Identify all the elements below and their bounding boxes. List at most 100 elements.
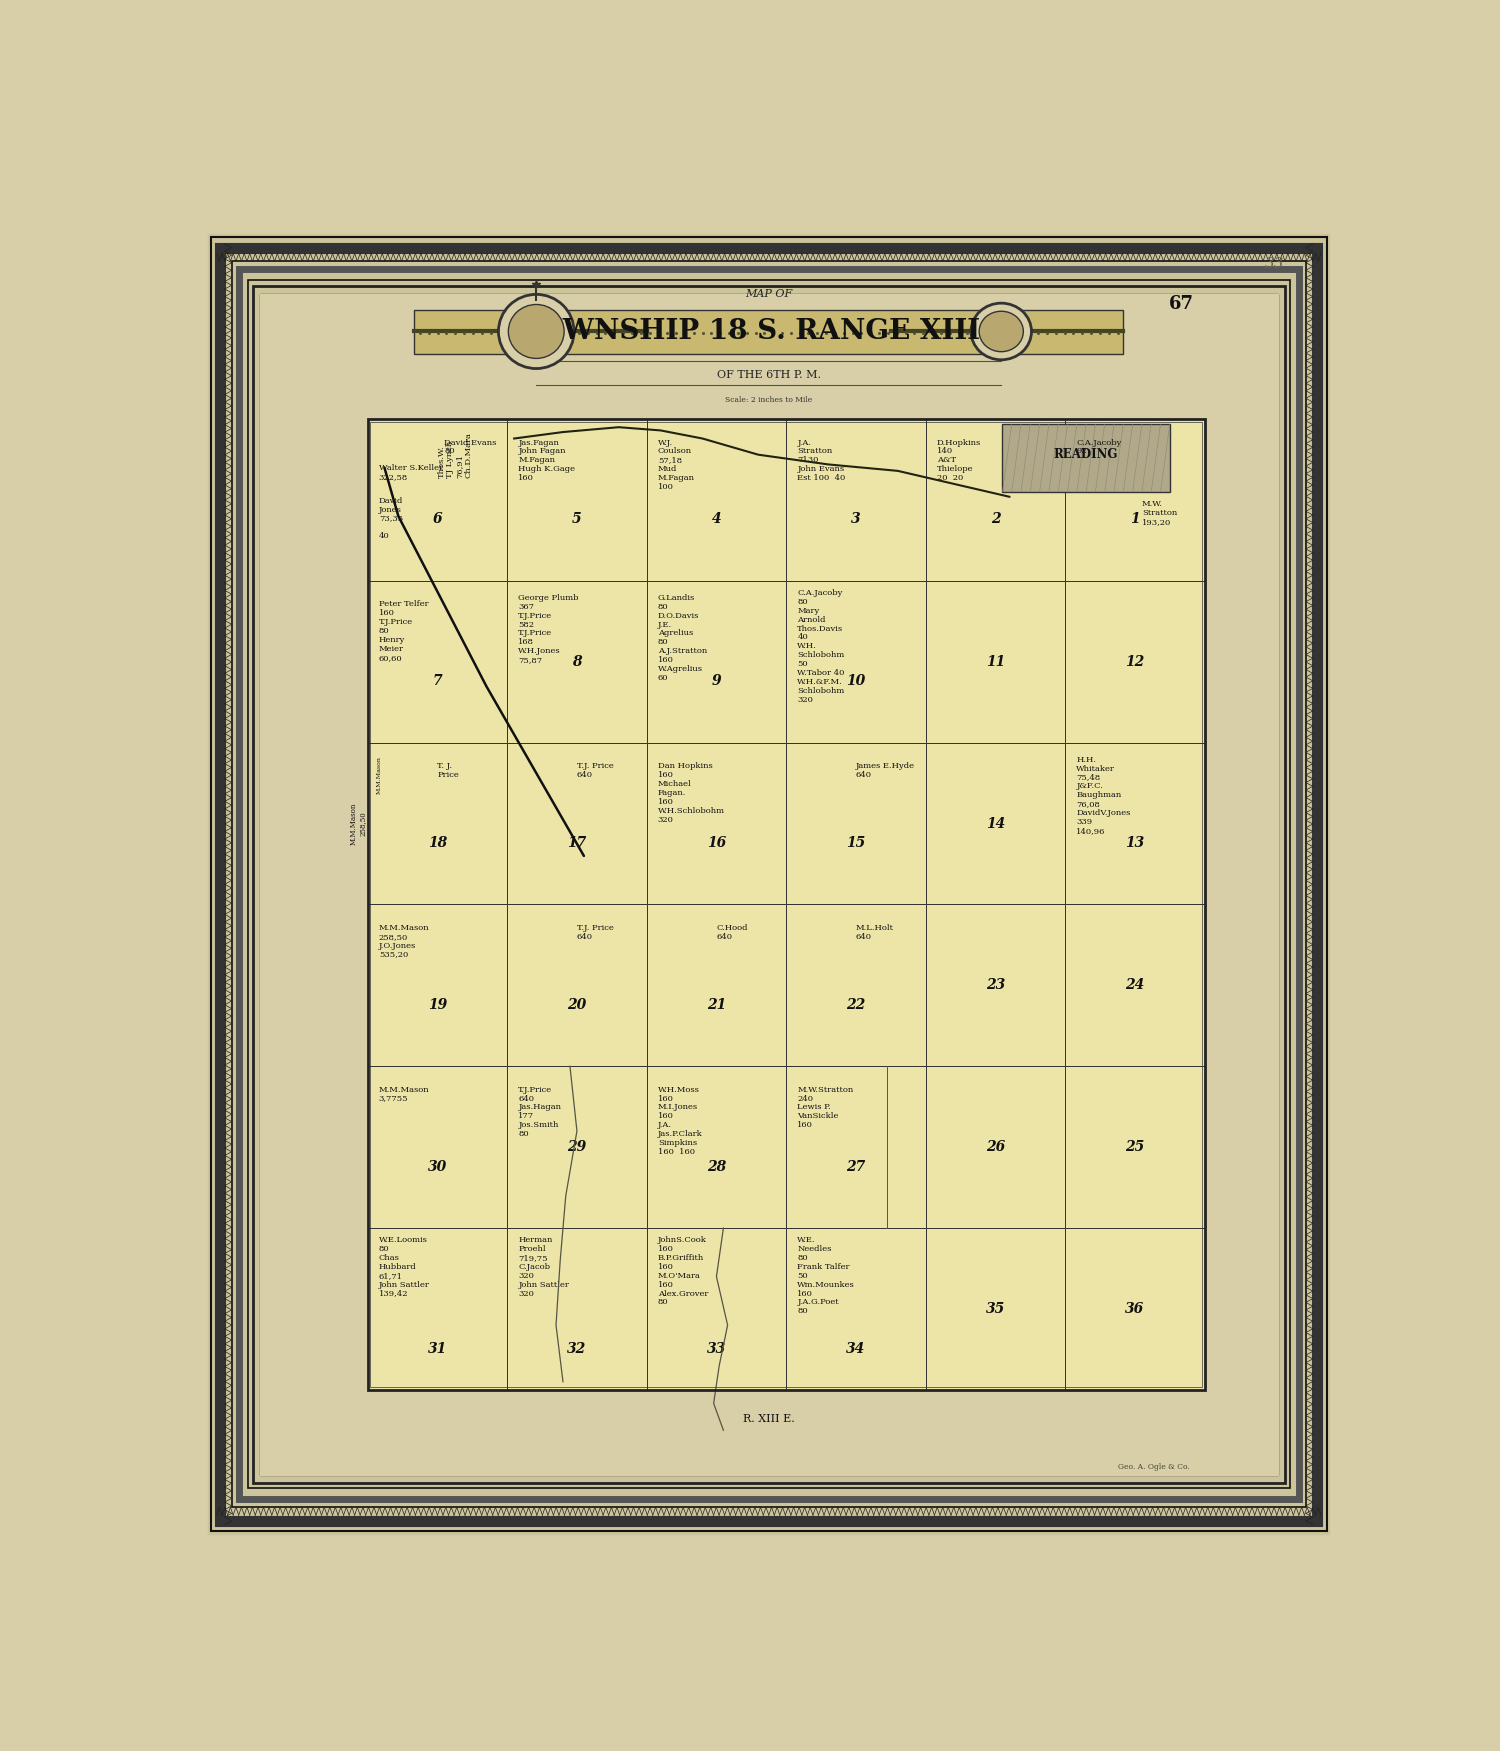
Bar	[507, 905, 646, 1066]
Text: T.J. Price
640: T.J. Price 640	[578, 925, 614, 940]
Bar	[507, 742, 646, 905]
Text: Peter Telfer
160
T.J.Price
80
Henry
Meier
60,60: Peter Telfer 160 T.J.Price 80 Henry Meie…	[380, 601, 429, 662]
Bar	[248, 280, 1290, 1488]
Text: G.Landis
80
D.O.Davis
J.E.
Agrelius
80
A.J.Stratton
160
W.Agrelius
60: G.Landis 80 D.O.Davis J.E. Agrelius 80 A…	[658, 594, 706, 681]
Text: 34: 34	[846, 1343, 865, 1357]
Text: READING: READING	[1054, 448, 1119, 461]
Text: 29: 29	[567, 1140, 586, 1154]
Ellipse shape	[498, 294, 574, 368]
Bar	[1065, 1227, 1204, 1390]
Bar	[646, 742, 786, 905]
Ellipse shape	[980, 312, 1023, 352]
Bar	[926, 1227, 1065, 1390]
Bar	[368, 581, 507, 742]
Bar	[1065, 742, 1204, 905]
Text: W.J.
Coulson
57,18
Mud
M.Fagan
100: W.J. Coulson 57,18 Mud M.Fagan 100	[658, 438, 694, 490]
Bar	[1065, 905, 1204, 1066]
Bar	[368, 1066, 507, 1227]
Bar	[368, 418, 1204, 1390]
Text: 32: 32	[567, 1343, 586, 1357]
Bar	[926, 418, 1065, 581]
Bar	[926, 905, 1065, 1066]
Text: W.E.Loomis
80
Chas
Hubbard
61,71
John Sattler
139,42: W.E.Loomis 80 Chas Hubbard 61,71 John Sa…	[380, 1236, 429, 1297]
Bar	[260, 294, 1278, 1474]
Bar	[252, 285, 1286, 1483]
Text: Thos.W.
TJ Lynch
76,91
Ch.D.Mara: Thos.W. TJ Lynch 76,91 Ch.D.Mara	[438, 432, 472, 478]
Bar	[646, 581, 786, 742]
Text: 28: 28	[706, 1159, 726, 1173]
Text: 23: 23	[986, 979, 1005, 993]
Text: Geo. A. Ogle & Co.: Geo. A. Ogle & Co.	[1118, 1462, 1190, 1471]
Bar	[786, 581, 926, 742]
Text: R. XIII E.: R. XIII E.	[742, 1415, 795, 1424]
Bar	[368, 905, 507, 1066]
Bar	[507, 1227, 646, 1390]
Bar	[368, 418, 507, 581]
Text: J.A.
Stratton
7130
John Evans
Est 100  40: J.A. Stratton 7130 John Evans Est 100 40	[798, 438, 846, 482]
Bar	[1065, 418, 1204, 581]
Text: M.L.Holt
640: M.L.Holt 640	[856, 925, 894, 940]
Text: 20: 20	[567, 998, 586, 1012]
Text: 6: 6	[432, 513, 442, 527]
Bar	[507, 418, 646, 581]
Text: 40: 40	[380, 532, 390, 541]
Text: 2: 2	[990, 513, 1000, 527]
Text: 12: 12	[1125, 655, 1144, 669]
Bar	[1002, 424, 1170, 492]
Bar	[368, 742, 507, 905]
Text: Walter S.Keller
322,58: Walter S.Keller 322,58	[380, 464, 442, 482]
Text: 16: 16	[706, 835, 726, 849]
Bar	[926, 581, 1065, 742]
Text: M.M.Mason
3,7755: M.M.Mason 3,7755	[380, 1086, 429, 1103]
Text: James E.Hyde
640: James E.Hyde 640	[856, 762, 915, 779]
Text: T. J.
Price: T. J. Price	[438, 762, 459, 779]
Text: 31: 31	[427, 1343, 447, 1357]
Bar	[507, 581, 646, 742]
Text: T.J. Price
640: T.J. Price 640	[578, 762, 614, 779]
Bar	[1065, 1066, 1204, 1227]
Bar	[926, 742, 1065, 905]
Text: 17: 17	[567, 835, 586, 849]
Text: M.M.Mason
258,50
J.O.Jones
535,20: M.M.Mason 258,50 J.O.Jones 535,20	[380, 925, 429, 958]
Text: 10: 10	[846, 674, 865, 688]
Text: 1: 1	[1130, 513, 1140, 527]
Text: 7: 7	[432, 674, 442, 688]
Text: 5: 5	[572, 513, 582, 527]
Text: C.A.Jacoby
80
Mary
Arnold
Thos.Davis
40
W.H.
Schlobohm
50
W.Tabor 40
W.H.&F.M.
S: C.A.Jacoby 80 Mary Arnold Thos.Davis 40 …	[798, 588, 844, 704]
Text: 25: 25	[1125, 1140, 1144, 1154]
Text: 9: 9	[711, 674, 722, 688]
Text: OF THE 6TH P. M.: OF THE 6TH P. M.	[717, 369, 821, 380]
Text: M.W.
Stratton
193,20: M.W. Stratton 193,20	[1142, 501, 1178, 525]
Bar	[260, 294, 1278, 1474]
Text: 11: 11	[986, 655, 1005, 669]
Text: 26: 26	[986, 1140, 1005, 1154]
Text: 36: 36	[1125, 1303, 1144, 1317]
Text: 27: 27	[846, 1159, 865, 1173]
Text: 13: 13	[1125, 835, 1144, 849]
Text: M.M.Mason: M.M.Mason	[376, 756, 382, 793]
Bar	[368, 1227, 507, 1390]
Bar	[786, 1066, 926, 1227]
Bar	[1065, 581, 1204, 742]
Bar	[646, 1227, 786, 1390]
Text: 19: 19	[427, 998, 447, 1012]
Bar	[507, 1066, 646, 1227]
Text: 8: 8	[572, 655, 582, 669]
Bar	[370, 422, 1203, 1387]
Text: D.Hopkins
140
A&T
Thielope
20  20: D.Hopkins 140 A&T Thielope 20 20	[938, 438, 981, 482]
Text: Herman
Proehl
719,75
C.Jacob
320
John Sattler
320: Herman Proehl 719,75 C.Jacob 320 John Sa…	[519, 1236, 568, 1297]
Text: 22: 22	[846, 998, 865, 1012]
Text: 33: 33	[706, 1343, 726, 1357]
Bar	[646, 905, 786, 1066]
Text: M.W.Stratton
240
Lewis P.
VanSickle
160: M.W.Stratton 240 Lewis P. VanSickle 160	[798, 1086, 853, 1129]
Text: 18: 18	[427, 835, 447, 849]
Text: George Plumb
367
T.J.Price
582
T.J.Price
168
W.H.Jones
75,87: George Plumb 367 T.J.Price 582 T.J.Price…	[519, 594, 579, 664]
Text: David Evans
80: David Evans 80	[444, 438, 497, 455]
Bar	[414, 310, 1124, 354]
Text: M.M.Mason
258,50: M.M.Mason 258,50	[350, 802, 368, 844]
Text: H.H.
Whitaker
75,48
J&F.C.
Baughman
76,08
DavidV.Jones
339
140,96: H.H. Whitaker 75,48 J&F.C. Baughman 76,0…	[1077, 756, 1131, 835]
Text: 15: 15	[846, 835, 865, 849]
Text: 3: 3	[850, 513, 861, 527]
Text: Scale: 2 inches to Mile: Scale: 2 inches to Mile	[724, 396, 813, 404]
Text: 30: 30	[427, 1159, 447, 1173]
